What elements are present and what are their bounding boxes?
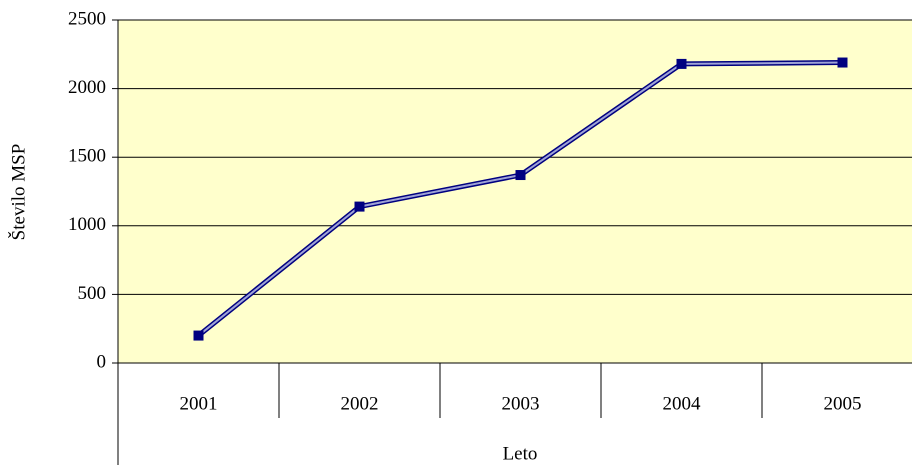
- marker: [193, 330, 204, 341]
- x-tick-label: 2004: [663, 393, 702, 414]
- marker: [837, 57, 848, 68]
- plot-area: [118, 20, 912, 363]
- x-axis-label: Leto: [503, 443, 538, 464]
- y-tick-label: 1500: [68, 146, 106, 167]
- x-tick-label: 2003: [502, 393, 540, 414]
- y-tick-label: 1000: [68, 214, 106, 235]
- x-tick-label: 2001: [180, 393, 218, 414]
- y-axis-label: Število MSP: [7, 144, 29, 241]
- x-tick-label: 2005: [824, 393, 862, 414]
- y-tick-label: 0: [97, 351, 107, 372]
- marker: [354, 201, 365, 212]
- y-tick-label: 2500: [68, 8, 106, 29]
- x-tick-label: 2002: [341, 393, 379, 414]
- marker: [676, 58, 687, 69]
- y-tick-label: 500: [78, 283, 107, 304]
- marker: [515, 170, 526, 181]
- y-tick-label: 2000: [68, 77, 106, 98]
